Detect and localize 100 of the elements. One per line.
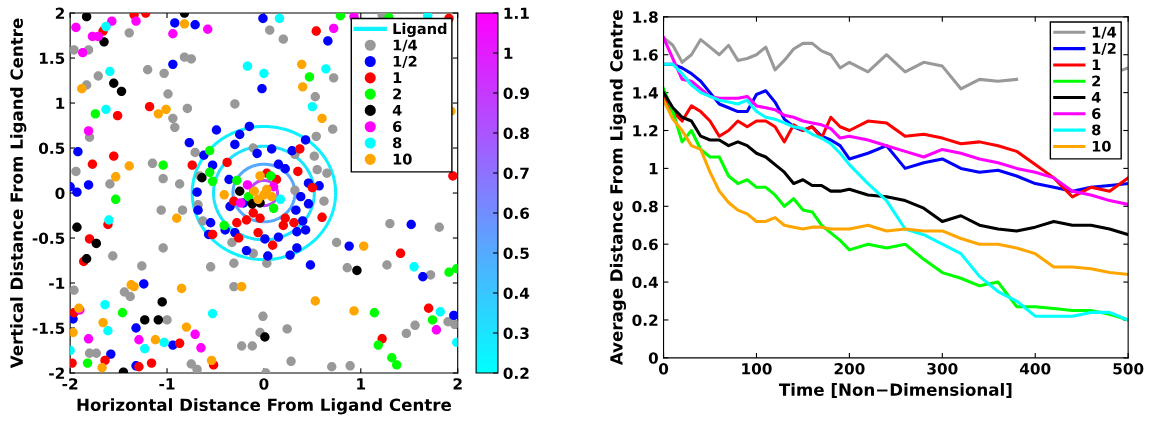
point bbox=[266, 171, 276, 181]
point bbox=[304, 72, 315, 82]
point bbox=[73, 146, 83, 157]
point bbox=[230, 139, 240, 150]
point bbox=[222, 157, 232, 168]
point bbox=[268, 203, 279, 214]
y-tick-label: 0.5 bbox=[38, 142, 65, 155]
legend-label: 10 bbox=[1092, 140, 1111, 152]
y-tick-label: 1 bbox=[649, 163, 658, 175]
x-tick-label: 200 bbox=[834, 362, 865, 375]
point bbox=[161, 104, 171, 115]
point bbox=[275, 194, 286, 205]
legend-label: 6 bbox=[1092, 108, 1101, 120]
color-bar-label: 0.7 bbox=[503, 167, 529, 180]
point bbox=[146, 358, 157, 368]
point bbox=[131, 323, 141, 333]
y-tick-label: 0.6 bbox=[632, 238, 658, 251]
x-axis-title: Horizontal Distance From Ligand Centre bbox=[77, 398, 451, 415]
point bbox=[297, 216, 308, 226]
color-bar-label: 0.3 bbox=[503, 327, 529, 340]
point bbox=[112, 110, 123, 121]
point bbox=[110, 172, 121, 182]
point bbox=[252, 148, 262, 159]
point bbox=[204, 146, 215, 156]
point bbox=[72, 222, 82, 232]
point bbox=[168, 59, 178, 70]
point bbox=[116, 86, 127, 97]
point bbox=[207, 229, 218, 240]
point bbox=[109, 151, 119, 161]
point bbox=[303, 199, 314, 209]
point bbox=[300, 135, 311, 145]
point bbox=[196, 343, 206, 353]
point bbox=[335, 13, 346, 21]
legend-label: 1 bbox=[393, 72, 402, 83]
point bbox=[287, 146, 297, 156]
y-tick-label: 0 bbox=[648, 352, 658, 364]
point bbox=[103, 326, 113, 336]
point bbox=[244, 121, 255, 132]
point bbox=[124, 161, 134, 171]
point bbox=[77, 83, 87, 94]
point bbox=[273, 232, 284, 242]
point bbox=[241, 215, 252, 225]
point bbox=[317, 212, 327, 223]
legend-label: 4 bbox=[1091, 91, 1101, 103]
point bbox=[349, 306, 359, 316]
point bbox=[307, 101, 318, 112]
point bbox=[140, 344, 150, 354]
y-tick-label: 0.2 bbox=[632, 314, 658, 326]
point bbox=[192, 187, 202, 197]
point bbox=[307, 182, 318, 193]
point bbox=[234, 129, 245, 140]
point bbox=[280, 164, 290, 174]
point bbox=[207, 176, 218, 187]
point bbox=[255, 213, 265, 223]
color-bar-label: 0.8 bbox=[503, 127, 529, 140]
point bbox=[263, 251, 273, 261]
legend-label: 2 bbox=[1092, 75, 1101, 87]
point bbox=[359, 241, 369, 251]
point bbox=[159, 337, 169, 348]
point bbox=[297, 59, 307, 70]
point bbox=[91, 238, 102, 249]
point bbox=[406, 219, 416, 230]
point bbox=[259, 68, 269, 79]
point bbox=[176, 283, 187, 294]
y-tick-label: 0.4 bbox=[632, 276, 658, 289]
point bbox=[144, 101, 155, 112]
point bbox=[109, 78, 119, 88]
point bbox=[83, 180, 94, 190]
point bbox=[234, 186, 245, 196]
point bbox=[311, 26, 321, 36]
point bbox=[187, 160, 197, 170]
x-tick-label: 400 bbox=[1019, 362, 1051, 375]
point bbox=[292, 243, 302, 253]
y-tick-label: -1.5 bbox=[32, 322, 65, 335]
point bbox=[107, 16, 117, 26]
point bbox=[153, 109, 164, 119]
point bbox=[418, 272, 428, 282]
color-bar-label: 1.1 bbox=[504, 7, 529, 19]
point bbox=[369, 308, 380, 318]
point bbox=[203, 24, 213, 34]
point bbox=[292, 227, 302, 237]
point bbox=[106, 349, 116, 359]
point bbox=[71, 22, 81, 33]
y-tick-label: 1 bbox=[56, 97, 65, 109]
y-tick-label: -1 bbox=[49, 277, 65, 289]
point bbox=[190, 329, 200, 340]
point bbox=[101, 104, 111, 115]
point bbox=[72, 187, 82, 197]
point bbox=[310, 296, 320, 306]
point bbox=[168, 29, 178, 39]
legend-label: 1/2 bbox=[393, 55, 417, 68]
point bbox=[236, 281, 247, 292]
point bbox=[449, 310, 458, 321]
point bbox=[266, 144, 277, 154]
point bbox=[328, 23, 339, 34]
point bbox=[70, 327, 78, 338]
legend-label: 1/4 bbox=[393, 39, 418, 52]
legend-label: 8 bbox=[393, 137, 402, 149]
point bbox=[253, 194, 263, 205]
point bbox=[117, 308, 128, 318]
